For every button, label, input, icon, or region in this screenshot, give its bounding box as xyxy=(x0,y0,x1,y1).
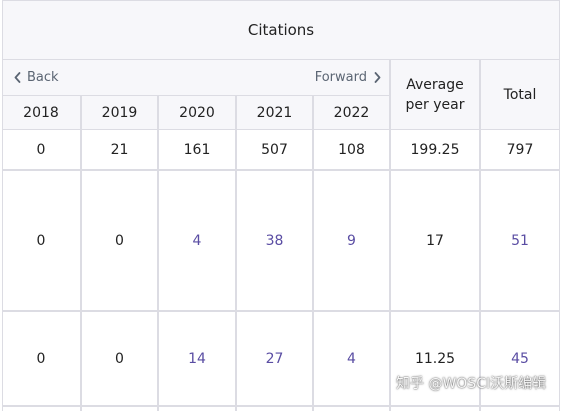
citation-count-link[interactable]: 4 xyxy=(192,232,202,249)
table-cell: 0 xyxy=(36,350,46,367)
grid-line xyxy=(2,310,560,312)
column-header-year: 2018 xyxy=(23,105,59,121)
total-cell: 797 xyxy=(506,142,534,158)
table-cell: 0 xyxy=(115,232,124,249)
header-background xyxy=(2,0,560,130)
citation-count-link[interactable]: 27 xyxy=(265,350,284,367)
grid-line xyxy=(80,95,82,411)
grid-line xyxy=(559,0,560,411)
grid-line xyxy=(389,59,391,411)
grid-line xyxy=(479,59,481,411)
citation-count-link[interactable]: 4 xyxy=(347,350,356,367)
forward-label: Forward xyxy=(314,69,367,85)
grid-line xyxy=(2,169,560,171)
grid-line xyxy=(2,0,3,411)
table-cell: 161 xyxy=(183,142,211,158)
average-cell: 17 xyxy=(426,232,444,249)
citation-count-link[interactable]: 38 xyxy=(265,232,284,249)
grid-line xyxy=(235,95,237,411)
column-header-average: Average per year xyxy=(391,60,479,130)
total-citations-link[interactable]: 45 xyxy=(511,350,529,367)
table-cell: 0 xyxy=(36,232,46,249)
watermark: 知乎 @WOSCI沃斯编辑 xyxy=(396,376,547,392)
grid-line xyxy=(2,0,560,1)
citation-count-link[interactable]: 14 xyxy=(188,350,206,367)
table-cell: 507 xyxy=(261,142,288,158)
citation-count-link[interactable]: 9 xyxy=(347,232,356,249)
table-cell: 108 xyxy=(338,142,365,158)
average-cell: 11.25 xyxy=(414,350,456,367)
average-header-line1: Average xyxy=(406,77,464,93)
grid-line xyxy=(2,59,560,60)
table-cell: 0 xyxy=(115,350,124,367)
column-header-year: 2022 xyxy=(333,105,370,121)
grid-line xyxy=(2,405,560,407)
grid-line xyxy=(2,95,389,96)
grid-line xyxy=(157,95,159,411)
column-header-year: 2021 xyxy=(256,105,293,121)
grid-line xyxy=(2,129,560,130)
table-cell: 0 xyxy=(36,142,46,158)
table-cell: 21 xyxy=(110,142,129,158)
grid-line xyxy=(312,95,314,411)
chevron-left-icon xyxy=(14,71,21,83)
chevron-right-icon xyxy=(374,71,381,83)
average-header-line2: per year xyxy=(405,97,465,113)
average-cell: 199.25 xyxy=(410,142,460,158)
column-header-year: 2020 xyxy=(179,105,215,121)
total-citations-link[interactable]: 51 xyxy=(511,232,529,249)
column-header-year: 2019 xyxy=(101,105,138,121)
forward-button[interactable]: Forward xyxy=(315,68,381,86)
column-header-total: Total xyxy=(503,87,537,103)
back-button[interactable]: Back xyxy=(14,68,59,86)
table-title: Citations xyxy=(247,21,315,39)
back-label: Back xyxy=(27,69,59,85)
